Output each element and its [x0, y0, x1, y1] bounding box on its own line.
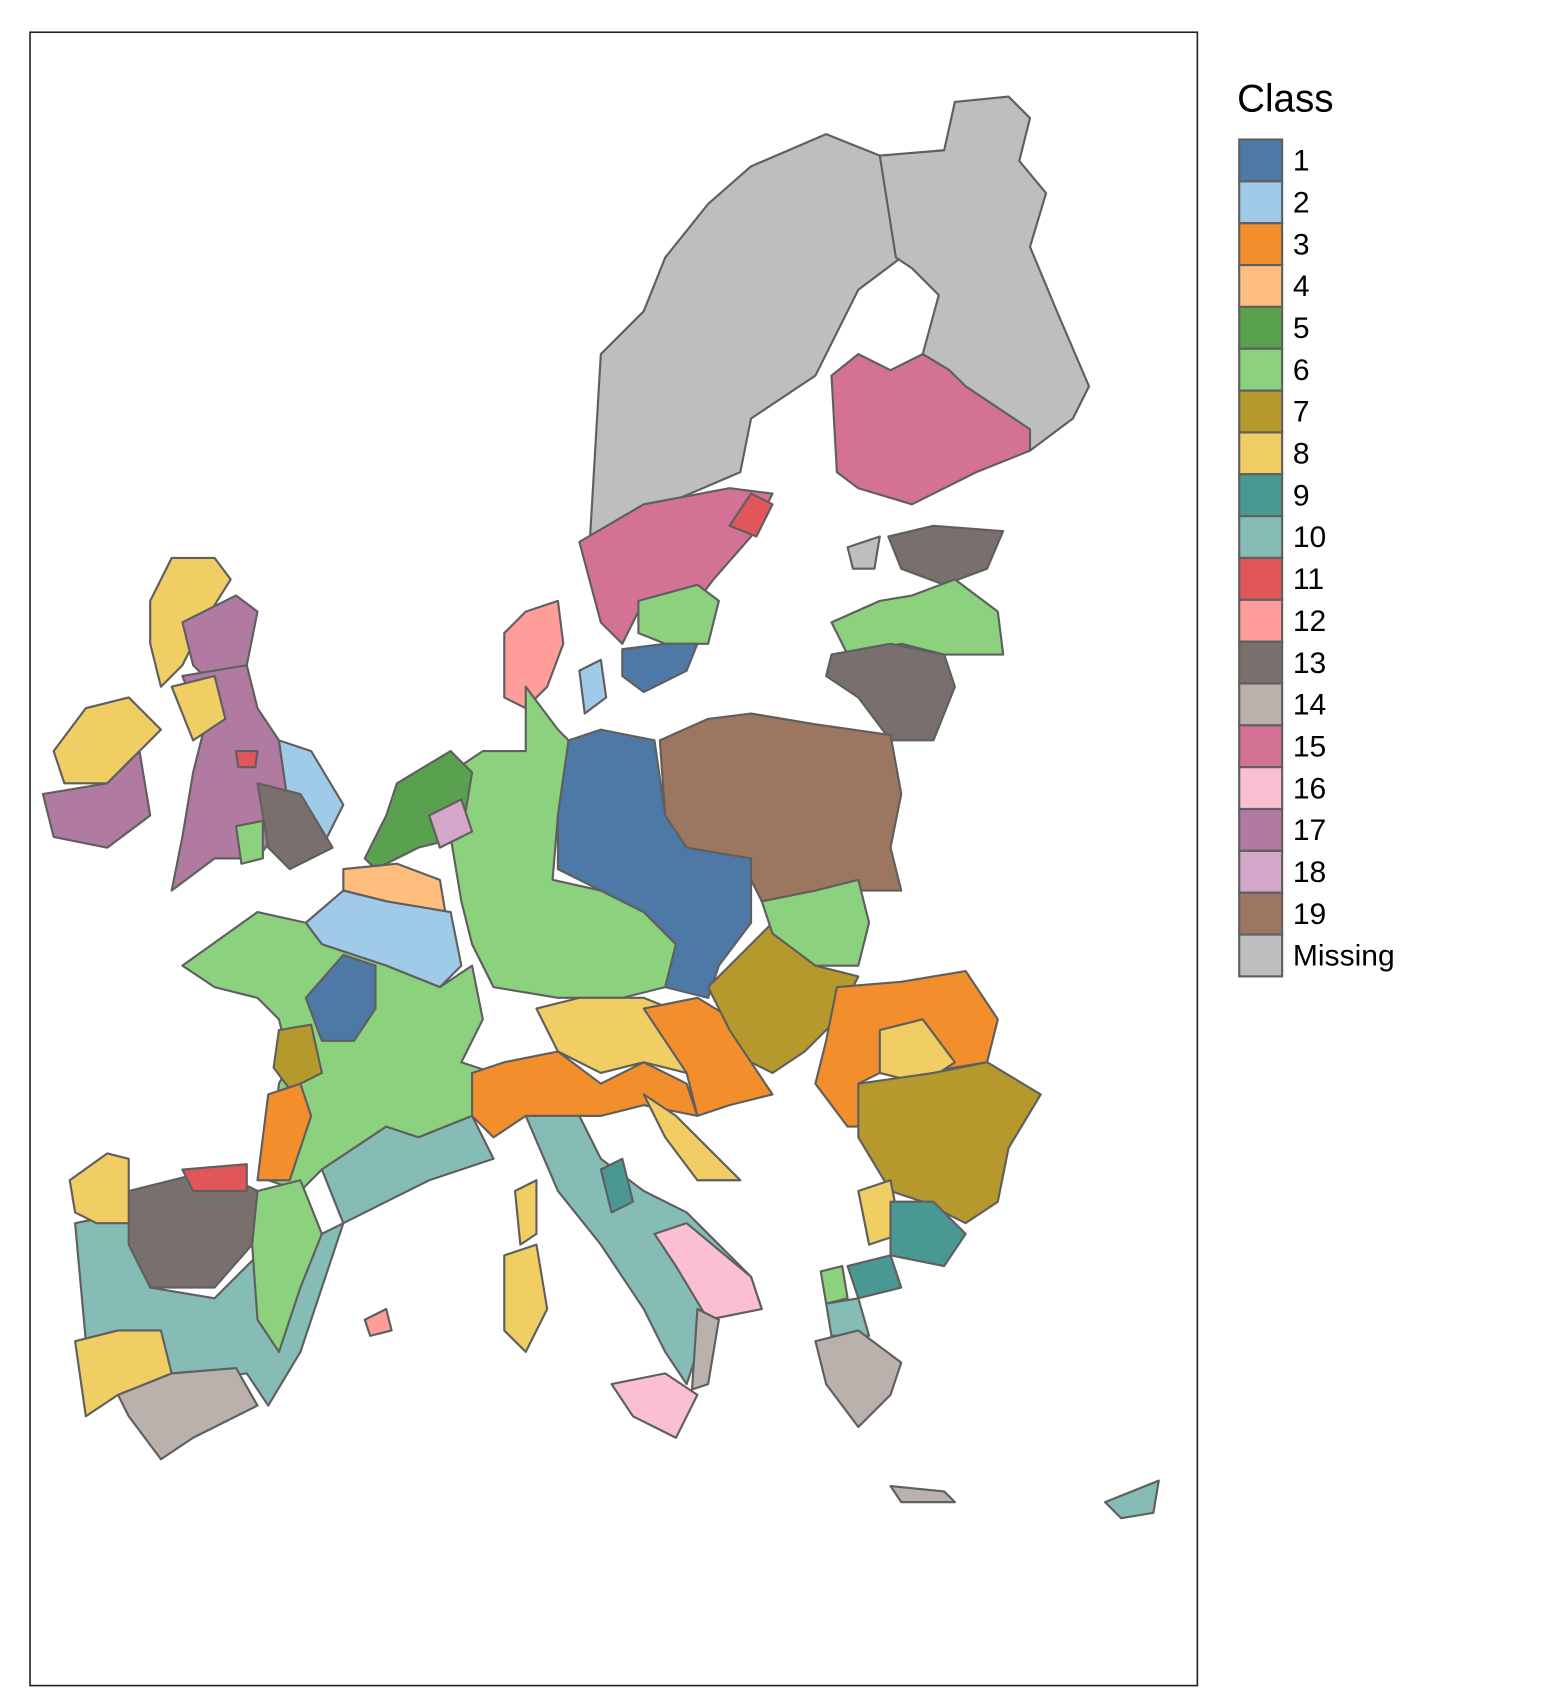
region	[578, 487, 774, 645]
region	[251, 1179, 323, 1353]
region	[320, 1114, 495, 1225]
legend-label: 7	[1293, 396, 1310, 429]
region	[760, 878, 871, 967]
legend-label: 4	[1293, 270, 1310, 303]
region	[116, 1366, 259, 1461]
region	[728, 492, 774, 538]
legend-swatch	[1238, 305, 1284, 350]
legend-swatch	[1238, 766, 1284, 811]
region	[610, 1372, 699, 1439]
legend-label: 19	[1293, 898, 1326, 931]
region	[599, 1157, 635, 1214]
region	[830, 353, 1032, 506]
region	[363, 1307, 393, 1337]
region	[889, 1484, 956, 1504]
region	[637, 583, 720, 645]
legend-swatch	[1238, 431, 1284, 476]
legend-swatch	[1238, 138, 1284, 183]
legend-label: 15	[1293, 730, 1326, 763]
regions	[41, 95, 1160, 1520]
region	[887, 524, 1005, 586]
legend-label: 10	[1293, 521, 1326, 554]
legend-swatch	[1238, 473, 1284, 518]
region	[819, 1265, 849, 1305]
region	[857, 1061, 1042, 1225]
legend-swatch	[1238, 640, 1284, 685]
region	[846, 535, 881, 570]
legend-label: 9	[1293, 479, 1310, 512]
region	[234, 750, 259, 769]
legend-swatch	[1238, 180, 1284, 225]
region	[170, 674, 227, 742]
legend-swatch	[1238, 515, 1284, 560]
region	[846, 1254, 903, 1300]
legend-swatch	[1238, 724, 1284, 769]
legend-label: 16	[1293, 772, 1326, 805]
legend-label: 12	[1293, 605, 1326, 638]
legend-label: 3	[1293, 228, 1310, 261]
region	[690, 1307, 720, 1391]
legend-label: 6	[1293, 354, 1310, 387]
region	[889, 1200, 967, 1268]
legend-label: 13	[1293, 647, 1326, 680]
legend-swatch	[1238, 263, 1284, 308]
region	[653, 1222, 763, 1321]
legend-label: 14	[1293, 689, 1326, 722]
legend-swatch	[1238, 598, 1284, 643]
legend-label: 17	[1293, 814, 1326, 847]
region	[503, 599, 565, 710]
region	[578, 658, 608, 715]
legend-swatch	[1238, 933, 1284, 978]
region	[41, 750, 152, 849]
legend-title: Class	[1237, 78, 1334, 121]
region	[52, 696, 163, 785]
legend-label: 8	[1293, 438, 1310, 471]
region	[256, 1082, 313, 1182]
legend-swatch	[1238, 222, 1284, 267]
legend-swatch	[1238, 682, 1284, 727]
legend-swatch	[1238, 556, 1284, 601]
region	[814, 1329, 903, 1429]
legend-swatch	[1238, 807, 1284, 852]
region	[825, 1297, 871, 1337]
region	[272, 1023, 323, 1091]
region	[256, 782, 334, 871]
legend-label: 11	[1293, 563, 1324, 596]
legend-swatch	[1238, 389, 1284, 434]
legend-label: Missing	[1293, 940, 1395, 973]
legend-swatch	[1238, 849, 1284, 894]
region	[181, 1163, 248, 1193]
region	[74, 1329, 173, 1418]
legend-label: 5	[1293, 312, 1310, 345]
region	[428, 798, 474, 849]
legend-label: 1	[1293, 145, 1310, 178]
legend-swatch	[1238, 347, 1284, 392]
region	[513, 1179, 538, 1246]
region	[1104, 1479, 1160, 1520]
region	[304, 953, 377, 1042]
region	[621, 642, 699, 694]
region	[68, 1152, 130, 1225]
region	[642, 1093, 742, 1182]
region	[503, 1243, 549, 1353]
region	[825, 642, 956, 742]
legend-label: 2	[1293, 186, 1310, 219]
region	[234, 819, 264, 865]
legend-swatch	[1238, 891, 1284, 936]
legend-label: 18	[1293, 856, 1326, 889]
